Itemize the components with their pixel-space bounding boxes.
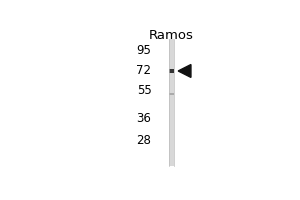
Text: 55: 55 [137,84,152,97]
Polygon shape [178,65,191,77]
Text: 72: 72 [136,64,152,77]
Text: 36: 36 [136,112,152,125]
Bar [169,39,174,166]
Bar [169,69,174,73]
Text: 28: 28 [136,134,152,147]
Text: Ramos: Ramos [149,29,194,42]
Bar [169,93,174,95]
Text: 95: 95 [136,44,152,57]
